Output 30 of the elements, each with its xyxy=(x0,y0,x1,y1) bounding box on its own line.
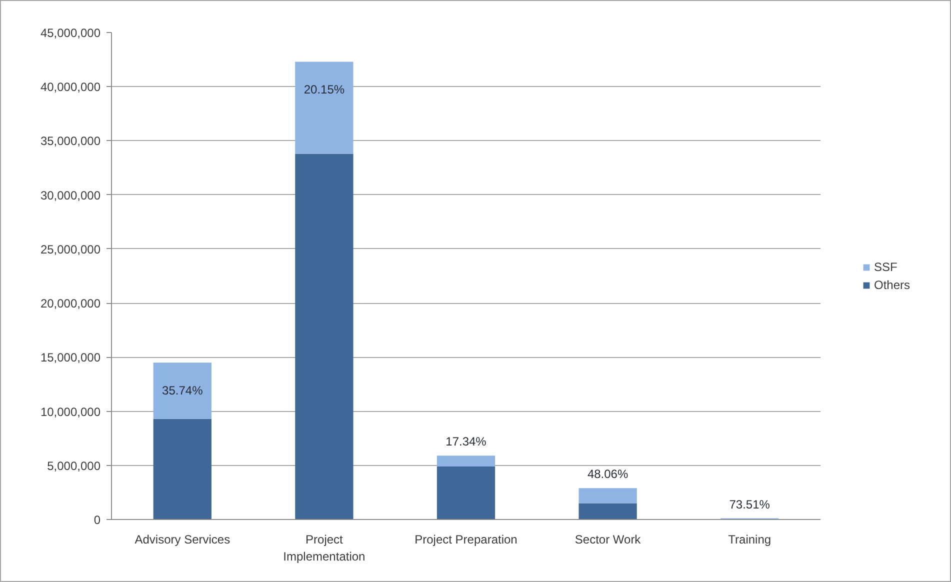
bar xyxy=(153,362,212,419)
x-tick-label: Project Implementation xyxy=(283,532,366,564)
y-tick-label: 5,000,000 xyxy=(47,458,101,473)
bar xyxy=(578,488,637,504)
legend-label: SSF xyxy=(874,260,898,274)
x-tick-label: Sector Work xyxy=(574,532,642,546)
annotation: 20.15% xyxy=(304,82,345,97)
annotation: 48.06% xyxy=(587,467,628,482)
bar xyxy=(295,62,354,154)
x-tick-label: Project Preparation xyxy=(414,532,518,546)
y-tick-label: 30,000,000 xyxy=(40,188,101,202)
bar xyxy=(436,456,496,466)
y-tick-label: 10,000,000 xyxy=(40,404,101,419)
annotation: 35.74% xyxy=(162,384,204,398)
y-tick-label: 35,000,000 xyxy=(40,134,101,148)
y-tick-label: 20,000,000 xyxy=(40,296,101,311)
y-tick-label: 15,000,000 xyxy=(40,350,101,365)
y-tick-label: 25,000,000 xyxy=(40,242,101,256)
x-tick-label: Training xyxy=(728,532,772,546)
x-tick-label: Advisory Services xyxy=(134,532,230,546)
bar xyxy=(436,466,496,520)
annotation: 17.34% xyxy=(446,434,487,449)
bar xyxy=(153,418,212,520)
bar xyxy=(295,154,354,520)
bar xyxy=(578,503,637,520)
legend-label: Others xyxy=(874,278,910,292)
y-tick-label: 40,000,000 xyxy=(40,80,101,94)
annotation: 73.51% xyxy=(729,497,770,512)
y-tick-label: 45,000,000 xyxy=(40,26,101,40)
y-tick-label: 0 xyxy=(94,513,101,527)
